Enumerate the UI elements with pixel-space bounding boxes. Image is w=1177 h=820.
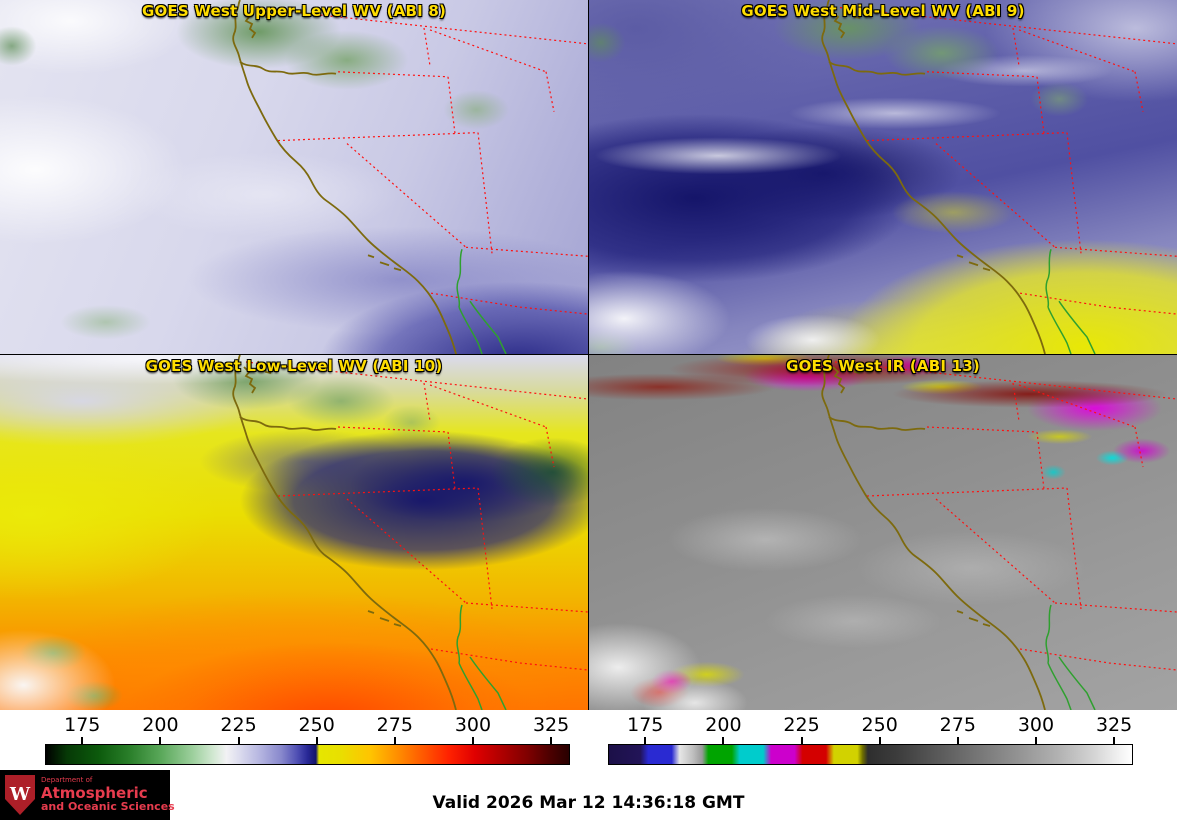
logo-line-department: Department of — [41, 775, 93, 784]
panel-title-abi13: GOES West IR (ABI 13) — [786, 357, 980, 375]
map-overlay — [232, 0, 588, 354]
colorbar-tick-mark — [956, 737, 959, 744]
colorbar-ir-gradient — [608, 744, 1133, 765]
uw-aos-logo-text: Department of Atmospheric and Oceanic Sc… — [41, 775, 175, 814]
panel-low-level-wv: GOES West Low-Level WV (ABI 10) — [0, 355, 588, 710]
colorbar-tick-mark — [237, 737, 240, 744]
colorbar-tick-mark — [800, 737, 803, 744]
logo-line-atmospheric: Atmospheric — [41, 783, 148, 802]
panel-title-abi10: GOES West Low-Level WV (ABI 10) — [145, 357, 443, 375]
colorbar-tick-label: 175 — [64, 714, 101, 736]
colorbar-tick-mark — [315, 737, 318, 744]
colorbar-tick-mark — [393, 737, 396, 744]
colorbar-tick-label: 275 — [939, 714, 976, 736]
colorbar-tick-label: 200 — [705, 714, 742, 736]
colorbar-wv-gradient — [45, 744, 570, 765]
colorbar-tick-label: 300 — [1017, 714, 1055, 736]
map-overlay — [232, 355, 588, 710]
colorbar-tick-label: 225 — [783, 714, 820, 736]
colorbar-wv-ticks: 175 200 225 250 275 300 325 — [45, 710, 570, 744]
panel-title-abi9: GOES West Mid-Level WV (ABI 9) — [741, 2, 1025, 20]
colorbar-strip: 175 200 225 250 275 300 325 175 200 225 250 275 300… — [0, 710, 1177, 770]
colorbar-tick-label: 250 — [298, 714, 335, 736]
colorbar-tick-mark — [722, 737, 725, 744]
colorbar-tick-mark — [878, 737, 881, 744]
panel-mid-level-wv: GOES West Mid-Level WV (ABI 9) — [589, 0, 1177, 354]
panel-upper-level-wv: GOES West Upper-Level WV (ABI 8) — [0, 0, 588, 354]
colorbar-tick-label: 325 — [1095, 714, 1133, 736]
colorbar-tick-label: 325 — [532, 714, 570, 736]
colorbar-ir: 175 200 225 250 275 300 325 — [589, 710, 1177, 770]
colorbar-tick-mark — [159, 737, 162, 744]
valid-time-text: Valid 2026 Mar 12 14:36:18 GMT — [432, 793, 745, 813]
panel-ir: GOES West IR (ABI 13) — [589, 355, 1177, 710]
colorbar-tick-mark — [550, 737, 553, 744]
colorbar-tick-label: 275 — [376, 714, 413, 736]
colorbar-tick-label: 250 — [861, 714, 898, 736]
map-overlay — [821, 355, 1177, 710]
colorbar-tick-mark — [1113, 737, 1116, 744]
uw-aos-logo: W Department of Atmospheric and Oceanic … — [0, 770, 175, 820]
colorbar-tick-mark — [644, 737, 647, 744]
imagery-grid: GOES West Upper-Level WV (ABI 8) GOES We… — [0, 0, 1177, 710]
colorbar-tick-label: 225 — [220, 714, 257, 736]
colorbar-tick-label: 300 — [454, 714, 492, 736]
footer: W Department of Atmospheric and Oceanic … — [0, 770, 1177, 820]
colorbar-tick-mark — [471, 737, 474, 744]
colorbar-ir-ticks: 175 200 225 250 275 300 325 — [608, 710, 1133, 744]
colorbar-tick-label: 200 — [142, 714, 179, 736]
colorbar-tick-mark — [1034, 737, 1037, 744]
logo-line-oceanic: and Oceanic Sciences — [41, 800, 175, 814]
satellite-imagery-mid-wv — [589, 0, 1177, 354]
colorbar-tick-label: 175 — [627, 714, 664, 736]
colorbar-tick-mark — [81, 737, 84, 744]
map-overlay — [821, 0, 1177, 354]
colorbar-wv: 175 200 225 250 275 300 325 — [0, 710, 588, 770]
satellite-imagery-low-wv — [0, 355, 588, 710]
satellite-imagery-ir — [589, 355, 1177, 710]
panel-title-abi8: GOES West Upper-Level WV (ABI 8) — [141, 2, 447, 20]
satellite-imagery-upper-wv — [0, 0, 588, 354]
